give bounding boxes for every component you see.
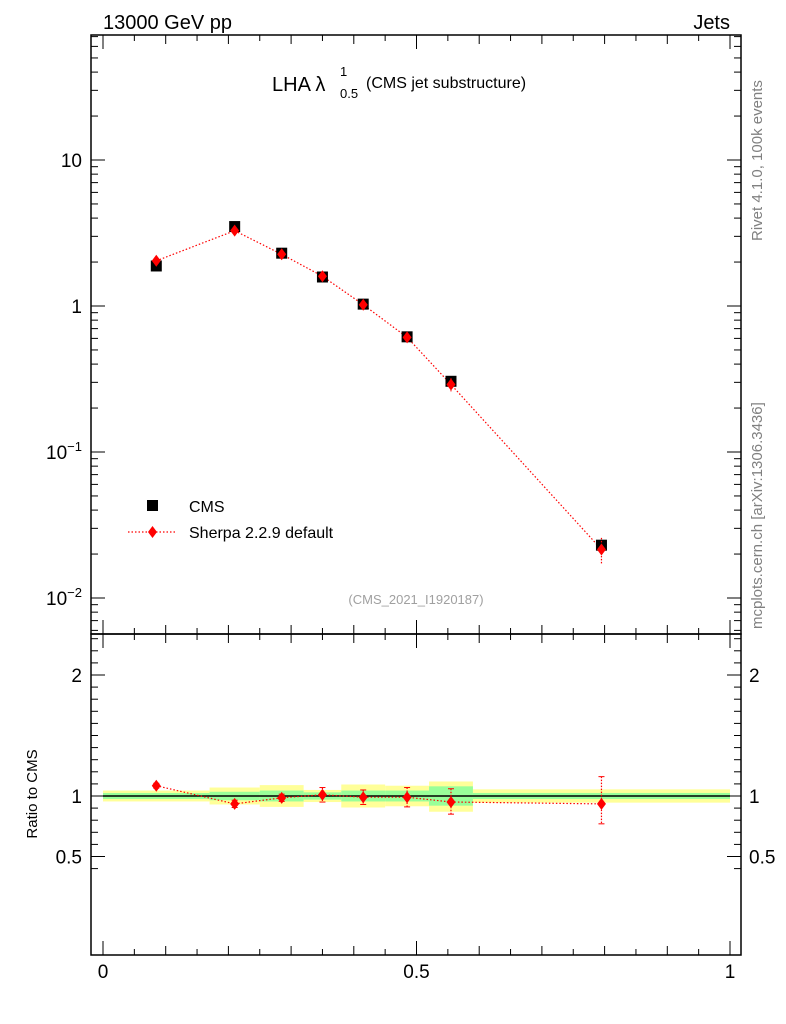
legend-cms-label: CMS [189, 499, 225, 516]
sherpa-point-6 [446, 378, 456, 391]
ratio-sherpa-point-0 [151, 779, 161, 792]
ratio-xtick-label-1: 0.5 [403, 962, 429, 983]
header-energy-label: 13000 GeV pp [103, 12, 232, 34]
main-plot-panel: 10 1 10−1 10−2 [46, 34, 742, 635]
ratio-sherpa-point-4 [358, 791, 368, 804]
sherpa-point-1 [230, 224, 240, 237]
plot-title: LHA λ [272, 74, 325, 96]
ratio-plot-panel: 2 2 1 1 0.5 0.5 0 0.5 1 [56, 633, 775, 983]
ratio-ytick-label-right-2: 0.5 [749, 848, 775, 869]
plot-title-suffix: (CMS jet substructure) [366, 75, 526, 92]
mcplots-source-label: mcplots.cern.ch [arXiv:1306.3436] [749, 402, 766, 629]
ratio-sherpa-curve [156, 785, 602, 805]
sherpa-point-5 [402, 331, 412, 344]
ratio-xtick-label-0: 0 [98, 962, 109, 983]
main-ytick-label-3: 10−2 [46, 585, 82, 610]
plot-title-subscript: 0.5 [340, 86, 358, 101]
legend-sherpa-marker [148, 526, 157, 538]
plot-title-superscript: 1 [340, 64, 347, 79]
ratio-ytick-label-right-0: 2 [749, 666, 760, 687]
main-ytick-label-2: 10−1 [46, 439, 82, 464]
ratio-ytick-label-left-1: 1 [71, 787, 82, 808]
ratio-sherpa-point-3 [317, 788, 327, 801]
ratio-sherpa-point-7 [596, 797, 606, 810]
ratio-sherpa-point-5 [402, 791, 412, 804]
ratio-axis-label: Ratio to CMS [24, 749, 41, 838]
ratio-sherpa-point-6 [446, 796, 456, 809]
ratio-ytick-label-right-1: 1 [749, 787, 760, 808]
ratio-ytick-label-left-2: 0.5 [56, 848, 82, 869]
main-ytick-label-0: 10 [61, 151, 82, 172]
legend-cms-marker [147, 500, 158, 511]
analysis-watermark: (CMS_2021_I1920187) [348, 592, 483, 607]
main-ytick-label-1: 1 [71, 297, 82, 318]
ratio-xtick-label-2: 1 [725, 962, 736, 983]
ratio-sherpa-point-2 [277, 791, 287, 804]
sherpa-point-7 [596, 543, 606, 556]
legend: CMS Sherpa 2.2.9 default [128, 499, 334, 542]
ratio-sherpa-point-1 [230, 797, 240, 810]
rivet-version-label: Rivet 4.1.0, 100k events [749, 80, 766, 241]
sherpa-point-2 [277, 248, 287, 261]
legend-sherpa-label: Sherpa 2.2.9 default [189, 525, 334, 542]
ratio-ytick-label-left-0: 2 [71, 666, 82, 687]
sherpa-point-3 [317, 270, 327, 283]
header-process-label: Jets [693, 12, 730, 34]
sherpa-point-0 [151, 254, 161, 267]
main-plot-frame [90, 34, 742, 635]
sherpa-point-4 [358, 298, 368, 311]
sherpa-curve [156, 230, 602, 550]
